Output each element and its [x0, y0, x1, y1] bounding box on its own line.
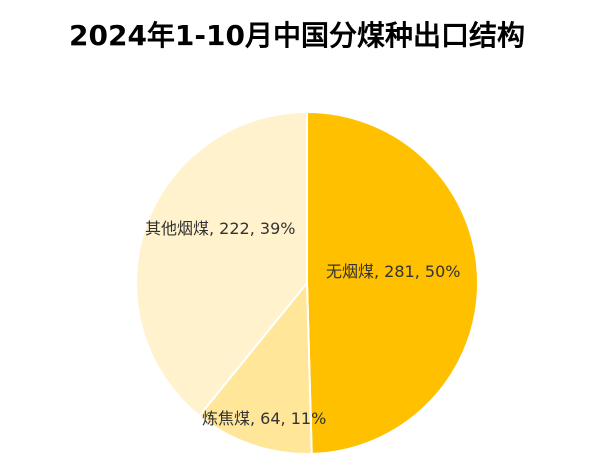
data-label-coking-coal: 炼焦煤, 64, 11%	[202, 409, 326, 428]
data-label-anthracite: 无烟煤, 281, 50%	[326, 262, 460, 281]
pie-slice-other-bituminous	[135, 110, 308, 418]
chart-title: 2024年1-10月中国分煤种出口结构	[69, 19, 525, 52]
pie-data-labels: 无烟煤, 281, 50% 炼焦煤, 64, 11% 其他烟煤, 222, 39…	[145, 219, 460, 428]
data-label-other-bituminous: 其他烟煤, 222, 39%	[145, 219, 295, 238]
pie-slices	[135, 110, 479, 455]
pie-slice-anthracite	[306, 110, 479, 455]
pie-slice-coking-coal	[197, 280, 313, 455]
